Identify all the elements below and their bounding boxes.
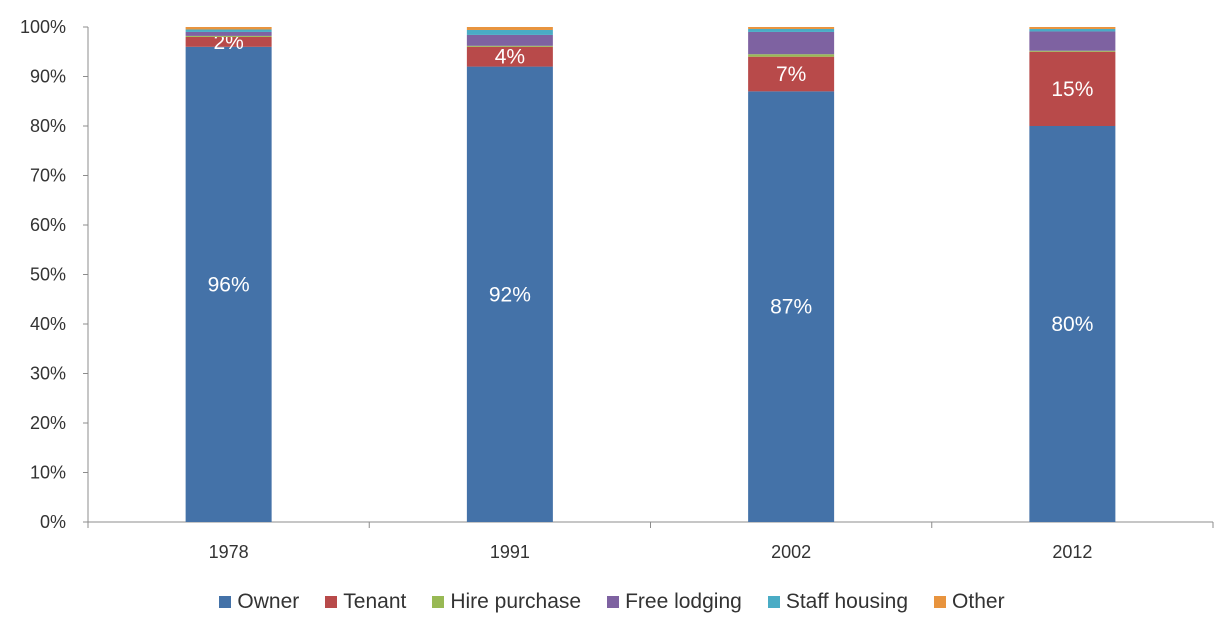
- legend-item: Owner: [219, 590, 299, 614]
- bar-segment: [185, 46, 272, 523]
- bar-segment: [1029, 126, 1116, 522]
- legend-item: Hire purchase: [432, 590, 581, 614]
- y-tick-label: 20%: [30, 413, 66, 433]
- y-tick-label: 70%: [30, 166, 66, 186]
- bar-segment: [466, 29, 553, 35]
- bar-segment: [466, 27, 553, 30]
- bar-segment: [185, 35, 272, 37]
- y-tick-label: 10%: [30, 463, 66, 483]
- stacked-bar-chart: 0%10%20%30%40%50%60%70%80%90%100%96%2%19…: [20, 17, 1214, 562]
- bar-segment: [185, 31, 272, 36]
- y-tick-label: 50%: [30, 265, 66, 285]
- data-label: 96%: [208, 273, 250, 296]
- bar-segment: [748, 56, 835, 92]
- legend-swatch: [325, 596, 338, 608]
- y-tick-label: 100%: [20, 17, 66, 37]
- bar-segment: [748, 54, 835, 57]
- bar-segment: [748, 91, 835, 522]
- legend-label: Other: [952, 590, 1005, 613]
- y-tick-label: 30%: [30, 364, 66, 384]
- legend-item: Other: [934, 590, 1005, 614]
- y-tick-label: 90%: [30, 67, 66, 87]
- data-label: 87%: [770, 296, 812, 319]
- bar-segment: [185, 29, 272, 32]
- bar-segment: [466, 45, 553, 47]
- bar-segment: [748, 27, 835, 29]
- legend: Owner Tenant Hire purchase Free lodging Staf…: [0, 590, 1224, 614]
- bar-segment: [1029, 28, 1116, 32]
- legend-item: Free lodging: [607, 590, 742, 614]
- x-tick-label: 1991: [490, 542, 530, 562]
- bar-segment: [1029, 31, 1116, 51]
- y-tick-label: 0%: [40, 512, 66, 532]
- data-label: 92%: [489, 283, 531, 306]
- data-label: 15%: [1051, 78, 1093, 101]
- legend-item: Staff housing: [767, 590, 909, 614]
- legend-label: Hire purchase: [450, 590, 582, 613]
- legend-label: Tenant: [343, 590, 407, 613]
- data-label: 4%: [495, 46, 525, 69]
- data-label: 7%: [776, 63, 806, 86]
- bar-segment: [466, 66, 553, 522]
- y-tick-label: 60%: [30, 215, 66, 235]
- y-tick-label: 80%: [30, 116, 66, 136]
- legend-swatch: [607, 596, 620, 608]
- x-tick-label: 2012: [1052, 542, 1092, 562]
- bar-segment: [185, 27, 272, 30]
- legend-swatch: [219, 596, 232, 608]
- bar-segment: [466, 34, 553, 46]
- bar-segment: [748, 28, 835, 32]
- legend-label: Staff housing: [785, 590, 909, 613]
- bar-segment: [748, 31, 835, 55]
- y-tick-label: 40%: [30, 314, 66, 334]
- legend-item: Tenant: [325, 590, 406, 614]
- bar-segment: [466, 46, 553, 67]
- legend-swatch: [432, 596, 445, 608]
- bar-segment: [1029, 51, 1116, 126]
- bar-segment: [1029, 27, 1116, 29]
- legend-label: Owner: [237, 590, 300, 613]
- x-tick-label: 2002: [771, 542, 811, 562]
- legend-label: Free lodging: [625, 590, 742, 613]
- data-label: 80%: [1051, 313, 1093, 336]
- legend-swatch: [934, 596, 947, 608]
- legend-swatch: [767, 596, 780, 608]
- x-tick-label: 1978: [209, 542, 249, 562]
- bar-segment: [185, 36, 272, 47]
- bar-segment: [1029, 50, 1116, 52]
